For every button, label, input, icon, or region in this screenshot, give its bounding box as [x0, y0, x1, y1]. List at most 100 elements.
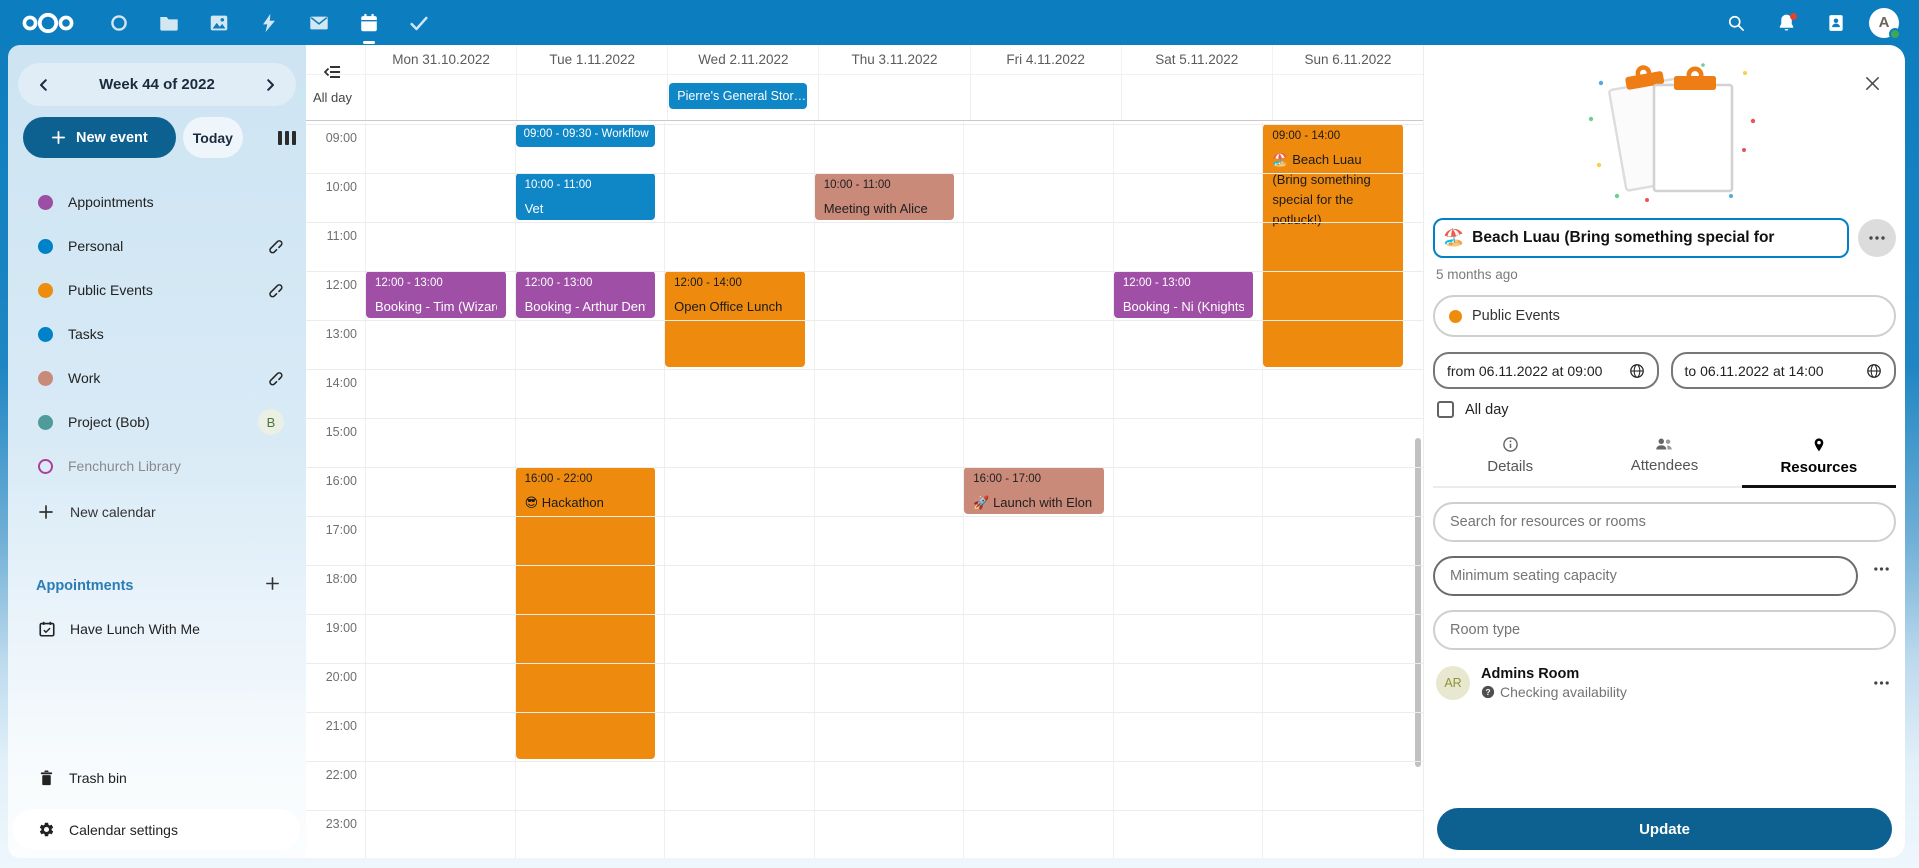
tab-details[interactable]: Details	[1433, 430, 1587, 486]
dashboard-icon[interactable]	[102, 0, 136, 45]
trash-bin-button[interactable]: Trash bin	[8, 758, 306, 798]
allday-cell[interactable]	[365, 75, 516, 120]
calendar-color-dot	[38, 326, 53, 342]
close-icon[interactable]	[1859, 70, 1885, 96]
allday-cell[interactable]	[818, 75, 969, 120]
all-day-checkbox[interactable]: All day	[1437, 401, 1896, 418]
update-button[interactable]: Update	[1437, 808, 1892, 850]
event[interactable]: 12:00 - 14:00 Open Office Lunch	[665, 271, 805, 367]
allday-cell[interactable]	[1271, 75, 1423, 120]
new-calendar-button[interactable]: New calendar	[8, 490, 306, 534]
day-column[interactable]	[1112, 122, 1263, 858]
hour-line	[306, 614, 1423, 615]
share-link-icon[interactable]	[266, 281, 284, 299]
nextcloud-logo[interactable]	[20, 10, 76, 36]
collapse-allday-icon[interactable]	[323, 65, 341, 84]
resource-more-button[interactable]	[1866, 668, 1896, 698]
day-header[interactable]: Tue 1.11.2022	[516, 45, 667, 74]
day-column[interactable]	[664, 122, 814, 858]
event[interactable]: 12:00 - 13:00 Booking - Arthur Dent	[515, 271, 656, 318]
event-time: 16:00 - 17:00	[973, 473, 1042, 485]
activity-icon[interactable]	[252, 0, 286, 45]
event[interactable]: 09:00 - 14:00 🏖️ Beach Luau (Bring someth…	[1263, 124, 1403, 367]
sidebar-calendar-item[interactable]: Appointments	[8, 180, 306, 224]
sidebar-calendar-item[interactable]: Public Events	[8, 268, 306, 312]
event-title: Meeting with Alice	[823, 201, 928, 216]
day-header[interactable]: Fri 4.11.2022	[969, 45, 1121, 74]
event[interactable]: 09:00 - 09:30 - Workflow	[515, 124, 656, 147]
vertical-scrollbar[interactable]	[1415, 438, 1421, 767]
end-date-field[interactable]: to 06.11.2022 at 14:00	[1670, 352, 1896, 389]
day-header[interactable]: Mon 31.10.2022	[365, 45, 516, 74]
more-actions-button[interactable]	[1858, 219, 1896, 257]
event[interactable]: 16:00 - 22:00 😎 Hackathon	[515, 467, 656, 759]
checkbox[interactable]	[1437, 401, 1454, 418]
event-title: Vet	[524, 201, 544, 216]
allday-cell[interactable]	[969, 75, 1121, 120]
tab-attendees[interactable]: Attendees	[1587, 430, 1741, 486]
allday-cell[interactable]	[1120, 75, 1272, 120]
day-header[interactable]: Sun 6.11.2022	[1271, 45, 1423, 74]
mail-icon[interactable]	[302, 0, 336, 45]
event[interactable]: 12:00 - 13:00 Booking - Ni (Knights	[1113, 271, 1254, 318]
day-column[interactable]	[365, 122, 515, 858]
hour-label: 15:00	[325, 425, 357, 439]
hour-line	[306, 565, 1423, 566]
new-event-button[interactable]: New event	[23, 117, 176, 158]
event-title-input[interactable]: 🏖️ Beach Luau (Bring something special f…	[1433, 218, 1849, 258]
tab-resources[interactable]: Resources	[1741, 430, 1897, 488]
day-column[interactable]	[1262, 122, 1412, 858]
calendar-icon[interactable]	[352, 0, 386, 45]
timezone-globe-icon[interactable]	[1629, 363, 1645, 379]
sidebar-calendar-item[interactable]: Personal	[8, 224, 306, 268]
day-header[interactable]: Thu 3.11.2022	[818, 45, 969, 74]
day-column[interactable]	[813, 122, 964, 858]
event[interactable]: 12:00 - 13:00 Booking - Tim (Wizard)	[366, 271, 506, 318]
hour-line	[306, 222, 1423, 223]
avatar[interactable]: A	[1869, 7, 1901, 40]
sidebar-calendar-item[interactable]: Project (Bob) B	[8, 400, 306, 444]
hour-line	[306, 761, 1423, 762]
allday-cell[interactable]: Pierre's General Stor…	[667, 75, 818, 120]
resource-list-item[interactable]: AR Admins Room ? Checking availability	[1433, 666, 1896, 700]
resource-search-input[interactable]	[1433, 502, 1896, 542]
contacts-icon[interactable]	[1819, 6, 1853, 40]
room-type-input[interactable]	[1433, 610, 1896, 650]
calendar-settings-button[interactable]: Calendar settings	[13, 809, 300, 850]
sidebar-calendar-item[interactable]: Tasks	[8, 312, 306, 356]
share-link-icon[interactable]	[266, 369, 284, 387]
calendar-check-icon	[39, 621, 55, 637]
photos-icon[interactable]	[202, 0, 236, 45]
week-view-columns-icon[interactable]	[278, 130, 296, 145]
calendar-color-dot	[38, 458, 53, 474]
today-button[interactable]: Today	[182, 117, 243, 158]
event[interactable]: 16:00 - 17:00 🚀 Launch with Elon	[964, 467, 1104, 514]
day-column[interactable]	[514, 122, 665, 858]
sidebar-calendar-item[interactable]: Fenchurch Library	[8, 444, 306, 488]
last-modified: 5 months ago	[1436, 267, 1518, 282]
seating-capacity-input[interactable]	[1433, 556, 1858, 596]
tasks-icon[interactable]	[402, 0, 436, 45]
start-date-field[interactable]: from 06.11.2022 at 09:00	[1433, 352, 1659, 389]
add-appointment-icon[interactable]	[265, 576, 280, 595]
search-icon[interactable]	[1719, 6, 1753, 40]
calendar-select[interactable]: Public Events	[1433, 295, 1896, 337]
sidebar-calendar-item[interactable]: Work	[8, 356, 306, 400]
files-icon[interactable]	[152, 0, 186, 45]
day-header[interactable]: Wed 2.11.2022	[667, 45, 818, 74]
next-week-button[interactable]	[258, 73, 282, 97]
day-header[interactable]: Sat 5.11.2022	[1120, 45, 1272, 74]
timezone-globe-icon[interactable]	[1866, 363, 1882, 379]
allday-cell[interactable]	[516, 75, 667, 120]
previous-week-button[interactable]	[32, 73, 56, 97]
appointment-item[interactable]: Have Lunch With Me	[8, 607, 306, 651]
event[interactable]: 10:00 - 11:00 Meeting with Alice	[814, 173, 955, 220]
day-column[interactable]	[963, 122, 1113, 858]
event-allday[interactable]: Pierre's General Stor…	[669, 83, 808, 109]
end-date-value: to 06.11.2022 at 14:00	[1684, 362, 1824, 379]
seating-more-button[interactable]	[1866, 554, 1896, 584]
notifications-bell-icon[interactable]	[1769, 6, 1803, 40]
event-title-text: Beach Luau (Bring something special for	[1472, 229, 1775, 246]
event[interactable]: 10:00 - 11:00 Vet	[515, 173, 656, 220]
share-link-icon[interactable]	[266, 237, 284, 255]
